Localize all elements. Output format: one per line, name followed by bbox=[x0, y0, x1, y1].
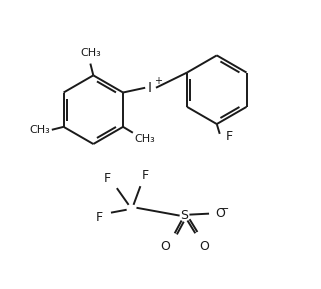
Text: S: S bbox=[180, 209, 188, 222]
Text: CH₃: CH₃ bbox=[135, 134, 156, 144]
Text: I: I bbox=[148, 81, 152, 95]
Text: F: F bbox=[103, 172, 111, 185]
Text: CH₃: CH₃ bbox=[80, 48, 101, 58]
Text: O: O bbox=[199, 240, 209, 253]
Text: +: + bbox=[154, 76, 162, 86]
Text: F: F bbox=[96, 211, 103, 224]
Text: O: O bbox=[215, 207, 225, 220]
Text: O: O bbox=[160, 240, 170, 253]
Text: −: − bbox=[220, 204, 230, 214]
Text: F: F bbox=[226, 130, 233, 143]
Text: F: F bbox=[142, 169, 149, 182]
Text: CH₃: CH₃ bbox=[29, 125, 50, 135]
